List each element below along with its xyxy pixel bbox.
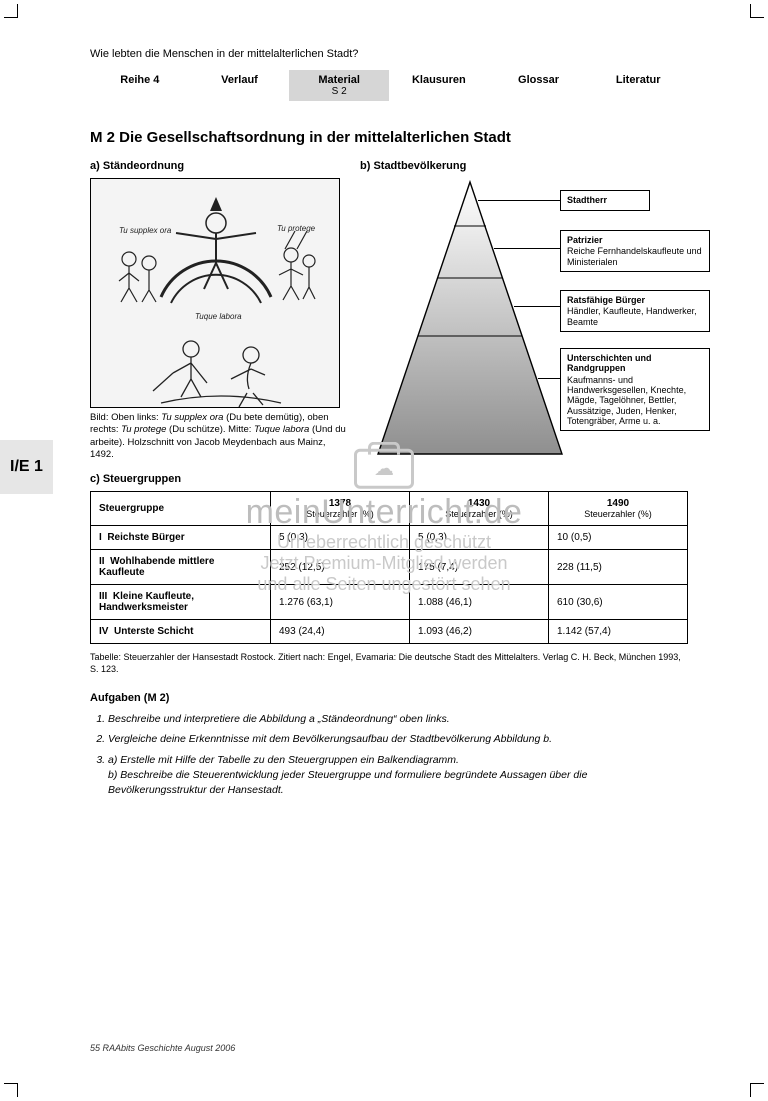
illus-label-tr: Tu protege [277, 224, 316, 233]
nav-item: Klausuren [389, 70, 489, 101]
nav-item: Reihe 4 [90, 70, 190, 101]
pyramid-diagram: Stadtherr Patrizier Reiche Fernhandelska… [370, 178, 688, 458]
table-row: II Wohlhabende mittlere Kaufleute252 (12… [91, 550, 688, 585]
illustration-caption: Bild: Oben links: Tu supplex ora (Du bet… [90, 412, 350, 461]
table-header-group: Steuergruppe [91, 492, 271, 526]
table-header-1490: 1490Steuerzahler (%) [549, 492, 688, 526]
woodcut-illustration: Tu supplex ora Tu protege Tuque labora [90, 178, 340, 408]
tasks-heading: Aufgaben (M 2) [90, 692, 688, 704]
task-item: Vergleiche deine Erkenntnisse mit dem Be… [108, 732, 688, 747]
worksheet-page: I/E 1 Wie lebten die Menschen in der mit… [0, 0, 768, 1101]
table-row: I Reichste Bürger5 (0,3)5 (0,3)10 (0,5) [91, 526, 688, 550]
table-header-1378: 1378Steuerzahler (%) [271, 492, 410, 526]
subhead-a: a) Ständeordnung [90, 160, 340, 172]
task-item: a) Erstelle mit Hilfe der Tabelle zu den… [108, 753, 688, 797]
nav-item: Glossar [489, 70, 589, 101]
illus-label-tl: Tu supplex ora [119, 226, 172, 235]
table-row: IV Unterste Schicht493 (24,4)1.093 (46,2… [91, 620, 688, 644]
pyramid-level-patrizier: Patrizier Reiche Fernhandelskaufleute un… [560, 230, 710, 272]
nav-item: Literatur [588, 70, 688, 101]
page-side-tab: I/E 1 [0, 440, 53, 494]
subhead-b: b) Stadtbevölkerung [360, 160, 688, 172]
illus-label-mid: Tuque labora [195, 312, 242, 321]
nav-item: MaterialS 2 [289, 70, 389, 101]
table-row: III Kleine Kaufleute, Handwerksmeister1.… [91, 585, 688, 620]
section-title: M 2 Die Gesellschaftsordnung in der mitt… [90, 129, 688, 146]
subhead-c: c) Steuergruppen [90, 473, 688, 485]
table-caption: Tabelle: Steuerzahler der Hansestadt Ros… [90, 652, 688, 675]
pyramid-level-buerger: Ratsfähige Bürger Händler, Kaufleute, Ha… [560, 290, 710, 332]
pyramid-level-unterschichten: Unterschichten und Randgruppen Kaufmanns… [560, 348, 710, 431]
running-title: Wie lebten die Menschen in der mittelalt… [90, 48, 688, 60]
content-area: Wie lebten die Menschen in der mittelalt… [90, 48, 688, 1053]
tax-table: Steuergruppe 1378Steuerzahler (%) 1430St… [90, 491, 688, 644]
nav-row: Reihe 4VerlaufMaterialS 2KlausurenGlossa… [90, 70, 688, 101]
tasks-list: Beschreibe und interpretiere die Abbildu… [90, 712, 688, 797]
nav-item: Verlauf [190, 70, 290, 101]
table-header-1430: 1430Steuerzahler (%) [410, 492, 549, 526]
page-footer: 55 RAAbits Geschichte August 2006 [90, 1043, 235, 1053]
task-item: Beschreibe und interpretiere die Abbildu… [108, 712, 688, 727]
pyramid-level-stadtherr: Stadtherr [560, 190, 650, 211]
